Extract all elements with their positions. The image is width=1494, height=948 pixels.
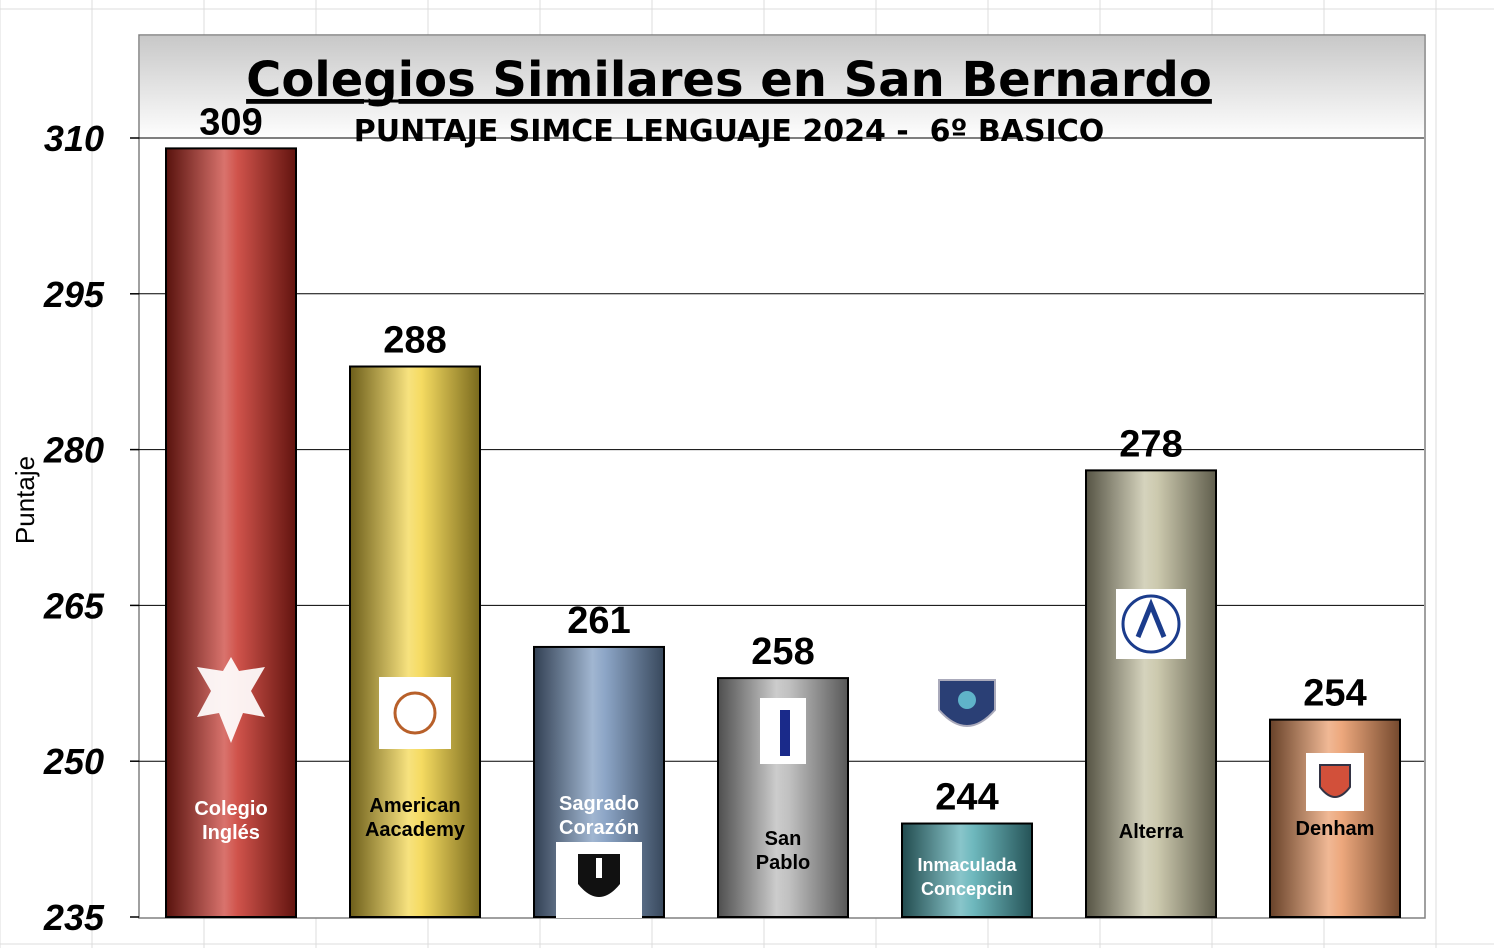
category-label: Concepcin — [921, 879, 1013, 899]
alterra-logo — [1116, 589, 1186, 659]
eagle-crest-logo — [197, 657, 265, 743]
data-label: 244 — [935, 777, 998, 819]
sagrado-corazon-shield-logo — [556, 842, 642, 918]
bar — [901, 822, 1033, 919]
data-label: 261 — [567, 600, 630, 642]
category-label: Corazón — [559, 817, 639, 839]
category-label: San — [765, 828, 802, 850]
category-label: Aacademy — [365, 819, 466, 841]
category-label: Inmaculada — [917, 855, 1017, 875]
category-label: Denham — [1296, 818, 1375, 840]
bar — [1269, 718, 1401, 918]
bar-group: 254 Denham — [1269, 673, 1401, 918]
category-label: American — [369, 795, 460, 817]
y-tick-label: 235 — [43, 897, 105, 938]
category-label: Alterra — [1119, 821, 1184, 843]
bar — [349, 365, 481, 918]
y-tick-label: 250 — [43, 741, 104, 782]
bar-group: 278 Alterra — [1085, 423, 1217, 918]
data-label: 309 — [199, 101, 262, 143]
chart-title: Colegios Similares en San Bernardo — [246, 52, 1212, 108]
ic-shield-logo — [938, 679, 996, 727]
chart-subtitle: PUNTAJE SIMCE LENGUAJE 2024 - 6º BASICO — [354, 114, 1104, 149]
american-academy-logo — [379, 677, 451, 749]
y-tick-label: 280 — [43, 430, 104, 471]
bar — [1085, 469, 1217, 918]
denham-crest-logo — [1306, 753, 1364, 811]
y-axis-ticks: 310 295 280 265 250 235 — [43, 118, 139, 938]
title-band — [140, 36, 1424, 140]
data-label: 278 — [1119, 423, 1182, 465]
y-axis-label: Puntaje — [10, 456, 40, 544]
category-label: Inglés — [202, 822, 260, 844]
category-label: Sagrado — [559, 793, 639, 815]
y-tick-label: 295 — [43, 274, 105, 315]
category-label: Pablo — [756, 852, 810, 874]
category-label: Colegio — [194, 798, 267, 820]
bar-group: 244 Inmaculada Concepcin — [901, 679, 1033, 919]
data-label: 258 — [751, 631, 814, 673]
y-tick-label: 265 — [43, 585, 105, 626]
data-label: 254 — [1303, 673, 1366, 715]
ispm-logo — [760, 698, 806, 764]
bar — [165, 147, 297, 919]
data-label: 288 — [383, 320, 446, 362]
y-tick-label: 310 — [44, 118, 104, 159]
